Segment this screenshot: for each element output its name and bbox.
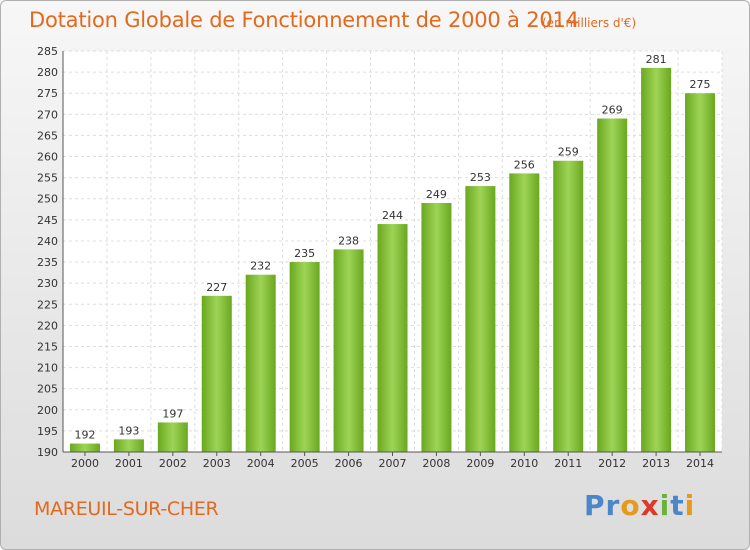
x-tick-label: 2011 [554,457,582,470]
logo-letter: i [659,489,671,522]
bar [553,160,584,452]
axes: 190 195 200 205 210 215 220 225 230 235 240 245 250 2… [37,45,722,470]
commune-name: MAREUIL-SUR-CHER [34,498,219,520]
bar [157,422,188,452]
bar [113,439,144,452]
x-tick-label: 2002 [159,457,187,470]
data-label: 227 [206,281,227,294]
chart-subtitle: (en milliers d'€) [542,16,637,30]
bar [597,118,628,453]
y-tick-label: 205 [37,383,58,396]
grid-lines [62,50,723,453]
bar [685,93,716,453]
bar [641,67,672,452]
x-tick-label: 2007 [379,457,407,470]
y-tick-label: 215 [37,340,58,353]
x-tick-label: 2005 [291,457,319,470]
y-tick-label: 250 [37,193,58,206]
y-tick-label: 245 [37,214,58,227]
y-tick-label: 220 [37,319,58,332]
x-tick-label: 2006 [335,457,363,470]
x-tick-label: 2010 [510,457,538,470]
x-tick-label: 2009 [466,457,494,470]
data-label: 269 [602,104,623,117]
y-tick-label: 265 [37,129,58,142]
y-tick-label: 260 [37,151,58,164]
proxiti-logo[interactable]: Proxiti [584,489,695,522]
y-tick-label: 240 [37,235,58,248]
bar [333,249,364,452]
x-tick-label: 2014 [686,457,714,470]
data-label: 244 [382,209,403,222]
data-label: 281 [646,53,667,66]
bar [289,262,320,452]
logo-letter: t [670,489,685,522]
x-tick-label: 2003 [203,457,231,470]
bar [421,202,452,452]
y-tick-label: 225 [37,298,58,311]
x-tick-label: 2012 [598,457,626,470]
bar [69,443,100,452]
data-label: 235 [294,247,315,260]
y-tick-label: 190 [37,446,58,459]
bar [465,186,496,453]
bars: 192 193 197 227 232 235 238 244 249 253 256 259 269 2… [69,53,716,453]
y-tick-label: 275 [37,87,58,100]
y-tick-label: 285 [37,45,58,58]
bar [377,224,408,452]
data-label: 193 [118,424,139,437]
bar [509,173,540,452]
y-tick-label: 200 [37,404,58,417]
logo-letter: r [605,489,621,522]
x-tick-label: 2001 [115,457,143,470]
data-label: 232 [250,260,271,273]
y-tick-label: 230 [37,277,58,290]
logo-letter: P [584,489,606,522]
bar [245,274,276,452]
data-label: 275 [690,78,711,91]
logo-letter: i [684,489,696,522]
y-tick-label: 255 [37,172,58,185]
data-label: 253 [470,171,491,184]
data-label: 238 [338,234,359,247]
chart-title: Dotation Globale de Fonctionnement de 20… [29,8,579,32]
x-tick-label: 2000 [71,457,99,470]
logo-letter: x [640,489,660,522]
data-label: 249 [426,188,447,201]
x-tick-label: 2008 [422,457,450,470]
logo-letter: o [620,489,641,522]
bar [201,295,232,452]
x-tick-label: 2004 [247,457,275,470]
data-label: 197 [162,407,183,420]
x-tick-label: 2013 [642,457,670,470]
y-tick-label: 280 [37,66,58,79]
y-tick-label: 195 [37,425,58,438]
y-tick-label: 235 [37,256,58,269]
data-label: 256 [514,158,535,171]
y-tick-label: 270 [37,108,58,121]
data-label: 259 [558,146,579,159]
y-tick-label: 210 [37,362,58,375]
data-label: 192 [74,429,95,442]
